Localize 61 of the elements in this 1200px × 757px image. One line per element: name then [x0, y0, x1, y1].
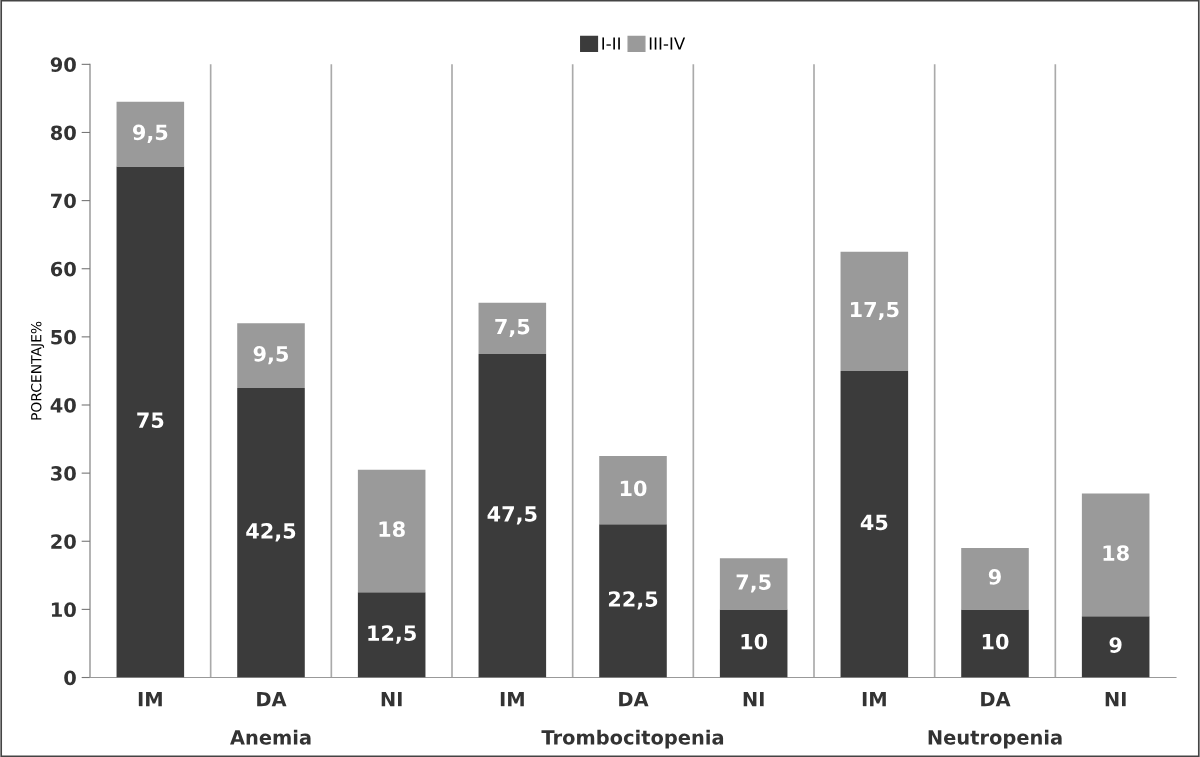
bar — [961, 609, 1029, 678]
y-tick-label: 20 — [51, 534, 76, 549]
bar — [116, 101, 185, 167]
x-tick-label: DA — [981, 692, 1011, 707]
y-tick-label: 50 — [51, 329, 76, 345]
data-label: 18 — [379, 521, 405, 538]
bar — [116, 166, 185, 678]
bar — [357, 592, 426, 678]
data-label: 47,5 — [487, 506, 537, 525]
bar — [357, 469, 426, 593]
y-tick-label: 80 — [50, 125, 76, 141]
y-tick-label: 60 — [50, 261, 76, 277]
x-tick-label: NI — [381, 692, 402, 707]
bar — [840, 370, 909, 678]
x-tick-label: IM — [862, 692, 886, 707]
bar — [1081, 493, 1150, 617]
text: Anemia — [230, 729, 311, 745]
y-tick-label: 70 — [51, 193, 76, 209]
data-label: 22,5 — [608, 591, 658, 610]
data-label: 9 — [1109, 637, 1122, 653]
text: Trombocitopenia — [541, 729, 724, 749]
data-label: 45 — [860, 514, 888, 531]
bar — [478, 302, 547, 354]
bar — [719, 558, 788, 610]
data-label: 7,5 — [495, 318, 530, 338]
bar — [599, 524, 667, 678]
data-label: 12,5 — [368, 625, 416, 644]
data-label: 10 — [741, 633, 768, 650]
x-tick-label: DA — [619, 692, 649, 707]
y-tick-label: 0 — [64, 670, 76, 686]
bar — [478, 353, 547, 678]
y-tick-label: 40 — [50, 397, 76, 413]
y-axis-title: PORCENTAJE% — [31, 321, 45, 420]
x-tick-label: IM — [500, 692, 524, 707]
bar — [237, 323, 305, 388]
x-tick-label: NI — [1105, 692, 1126, 707]
y-tick-label: 30 — [51, 466, 76, 481]
bar — [237, 387, 305, 678]
data-label: 75 — [137, 412, 164, 429]
text: Neutropenia — [928, 729, 1062, 749]
x-tick-label: DA — [257, 692, 287, 707]
data-label: 10 — [982, 633, 1009, 650]
legend-label: III-IV — [649, 37, 686, 50]
bar — [719, 609, 788, 678]
data-label: 18 — [1103, 545, 1129, 561]
data-label: 7,5 — [736, 574, 771, 593]
x-tick-label: NI — [743, 692, 764, 707]
legend-label: I-II — [602, 37, 620, 50]
data-label: 9,5 — [253, 345, 288, 365]
bar — [961, 548, 1029, 610]
bar — [840, 251, 909, 371]
data-label: 9 — [988, 569, 1001, 585]
bar — [599, 456, 667, 525]
y-tick-label: 10 — [51, 602, 76, 618]
data-label: 9,5 — [132, 124, 168, 143]
data-label: 17,5 — [850, 301, 899, 321]
bar — [1081, 616, 1150, 678]
data-label: 42,5 — [246, 523, 296, 542]
y-tick-label: 90 — [50, 57, 76, 73]
x-tick-label: IM — [138, 692, 162, 707]
data-label: 10 — [620, 480, 647, 497]
